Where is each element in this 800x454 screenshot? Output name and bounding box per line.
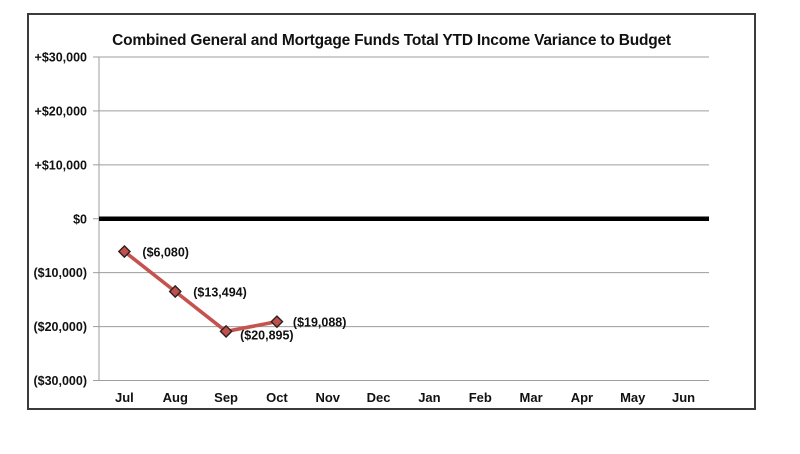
x-axis-tick-label: Nov xyxy=(315,390,340,405)
x-axis-tick-label: Mar xyxy=(520,390,543,405)
x-axis-tick-label: Oct xyxy=(266,390,288,405)
data-point-marker xyxy=(219,324,233,338)
x-axis-tick-label: Apr xyxy=(571,390,593,405)
y-axis-tick-label: +$20,000 xyxy=(35,104,88,118)
data-point-label: ($20,895) xyxy=(240,328,294,342)
x-axis-tick-label: Aug xyxy=(163,390,188,405)
series-line xyxy=(122,249,279,334)
data-point-label: ($6,080) xyxy=(142,246,189,260)
data-point-marker xyxy=(117,244,132,259)
x-axis-tick-label: Jun xyxy=(672,390,695,405)
chart-frame: Combined General and Mortgage Funds Tota… xyxy=(27,13,756,410)
x-axis-tick-label: May xyxy=(620,390,646,405)
y-axis-tick-label: $0 xyxy=(73,212,87,226)
x-axis-tick-label: Jul xyxy=(115,390,134,405)
line-chart-plot: +$30,000 +$20,000 +$10,000 $0 ($10,000) ($20,… xyxy=(33,51,709,405)
data-point-label: ($19,088) xyxy=(293,316,347,330)
chart-title: Combined General and Mortgage Funds Tota… xyxy=(112,32,671,49)
y-axis-tick-label: ($30,000) xyxy=(33,374,87,388)
y-axis-tick-label: +$10,000 xyxy=(35,158,88,172)
y-axis-tick-label: ($10,000) xyxy=(33,266,87,280)
data-point-label: ($13,494) xyxy=(193,286,247,300)
data-point-marker xyxy=(168,284,182,299)
x-axis-tick-label: Jan xyxy=(418,390,440,405)
y-axis-tick-label: ($20,000) xyxy=(33,320,87,334)
x-axis-tick-label: Dec xyxy=(367,390,391,405)
x-axis-tick-label: Feb xyxy=(469,390,492,405)
data-point-marker xyxy=(270,315,284,329)
y-axis-tick-label: +$30,000 xyxy=(35,51,88,65)
x-axis-tick-label: Sep xyxy=(214,390,238,405)
